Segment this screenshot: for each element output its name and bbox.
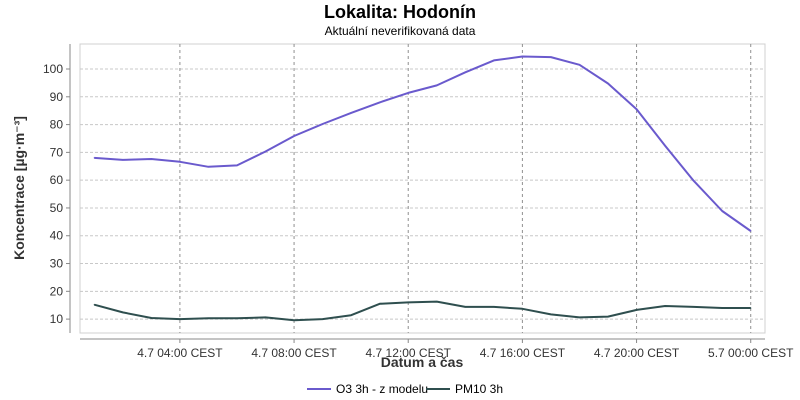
x-axis-label: Datum a čas [381, 354, 464, 370]
data-point [693, 180, 695, 182]
data-point [493, 306, 495, 308]
data-point [521, 55, 524, 58]
data-point [636, 108, 638, 110]
data-point [264, 150, 267, 153]
y-axis-label: Koncentrace [µg·m⁻³] [11, 116, 27, 260]
data-point [264, 316, 267, 318]
data-point [636, 309, 638, 311]
data-point [322, 123, 324, 125]
legend: O3 3h - z modelu PM10 3h [307, 382, 503, 396]
data-point [436, 84, 438, 86]
y-tick-label: 40 [50, 229, 64, 243]
y-tick-label: 50 [50, 201, 64, 215]
y-tick-label: 70 [50, 145, 64, 159]
data-point [750, 230, 752, 232]
data-point [93, 157, 95, 159]
data-point [693, 306, 695, 308]
x-axis-ticks: 4.7 04:00 CEST 4.7 08:00 CEST 4.7 12:00 CE… [137, 339, 794, 360]
y-tick-label: 80 [50, 118, 64, 132]
chart-title: Lokalita: Hodonín [324, 2, 476, 22]
data-point [436, 301, 438, 303]
y-axis-ticks: 10 20 30 40 50 60 70 80 90 100 [43, 62, 70, 326]
legend-item-pm10[interactable]: PM10 3h [426, 382, 503, 396]
x-tick-label: 4.7 12:00 CEST [366, 346, 452, 360]
data-point [236, 317, 238, 319]
x-tick-label: 5.7 00:00 CEST [708, 346, 794, 360]
data-point [664, 305, 666, 307]
series-line-0 [94, 55, 752, 232]
y-gridlines [80, 68, 765, 320]
y-tick-label: 100 [43, 62, 63, 76]
data-point [721, 307, 723, 309]
data-point [493, 59, 495, 62]
data-point [236, 164, 238, 166]
y-tick-label: 10 [50, 312, 64, 326]
data-point [407, 92, 409, 94]
data-point [464, 71, 466, 73]
data-point [350, 314, 352, 316]
x-tick-label: 4.7 20:00 CEST [594, 346, 680, 360]
data-point [550, 56, 552, 58]
data-point [721, 210, 723, 212]
data-point [207, 166, 209, 168]
data-point [521, 308, 524, 310]
x-tick-label: 4.7 16:00 CEST [480, 346, 566, 360]
data-point [122, 311, 124, 313]
data-point [179, 318, 181, 320]
data-point [379, 101, 381, 103]
data-point [293, 135, 295, 137]
x-tick-label: 4.7 04:00 CEST [137, 346, 223, 360]
data-point [207, 317, 209, 319]
data-point [350, 112, 352, 114]
data-point [179, 161, 181, 163]
data-point [750, 307, 752, 309]
series-line-1 [94, 300, 751, 322]
plot-area [79, 43, 766, 334]
data-point [93, 304, 95, 306]
legend-label-o3: O3 3h - z modelu [336, 382, 428, 396]
data-point [293, 319, 295, 321]
data-point [664, 145, 666, 147]
data-point [578, 316, 581, 318]
data-point [607, 316, 609, 318]
x-tick-label: 4.7 08:00 CEST [251, 346, 337, 360]
data-point [407, 301, 409, 303]
y-tick-label: 20 [50, 284, 64, 298]
data-point [464, 306, 466, 308]
y-tick-label: 60 [50, 173, 64, 187]
series-layer [93, 55, 752, 322]
y-tick-label: 90 [50, 90, 64, 104]
data-point [550, 313, 552, 315]
legend-item-o3[interactable]: O3 3h - z modelu [307, 382, 428, 396]
data-point [379, 303, 381, 305]
data-point [150, 158, 152, 160]
y-tick-label: 30 [50, 257, 64, 271]
chart-subtitle: Aktuální neverifikovaná data [325, 24, 476, 38]
data-point [578, 64, 581, 66]
data-point [122, 159, 124, 161]
legend-label-pm10: PM10 3h [455, 382, 503, 396]
data-point [322, 318, 324, 320]
data-point [607, 82, 609, 85]
data-point [150, 317, 152, 319]
